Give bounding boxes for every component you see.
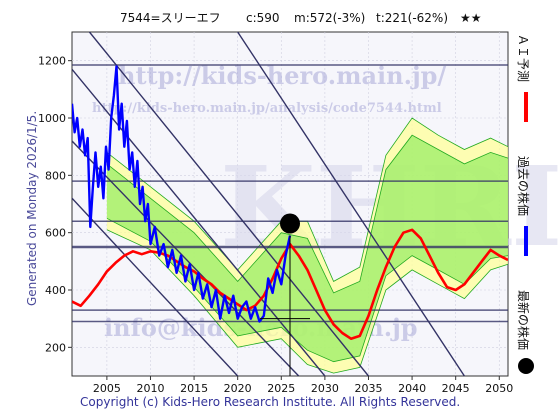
trend-line-3 [72, 197, 239, 376]
rating-stars: ★★ [460, 11, 482, 25]
band-edge-line-3 [106, 229, 509, 374]
watermark-url: http://kids-hero.main.jp/ [118, 61, 446, 90]
x-axis-ticks: 2005 2010 2015 2020 2025 2030 2035 2040 2045 2050 [93, 376, 513, 395]
y-tick-label-600: 600 [45, 227, 66, 240]
legend-swatch-latest [518, 358, 534, 374]
band-inner [106, 135, 509, 362]
x-tick-label-2020: 2020 [224, 382, 252, 395]
band-edge-line-0 [106, 117, 509, 282]
generated-date-label: Generated on Monday 2026/1/5. [25, 111, 39, 306]
y-tick-label-1200: 1200 [38, 55, 66, 68]
legend-item-predicted: ＡＩ予測 [516, 34, 530, 122]
trend-line-2 [72, 140, 300, 376]
chart-header: 7544=スリーエフ c:590 m:572(-3%) t:221(-62%) … [120, 11, 482, 25]
x-tick-label-2040: 2040 [398, 382, 426, 395]
m-value: m:572(-3%) [294, 11, 365, 25]
x-tick-label-2005: 2005 [93, 382, 121, 395]
x-tick-label-2035: 2035 [354, 382, 382, 395]
watermark-url-small: http://kids-hero.main.jp/analysis/code75… [92, 101, 442, 116]
legend-item-latest: 最新の株価 [516, 290, 534, 374]
legend-label-past: 過去の株価 [516, 156, 531, 216]
x-tick-label-2045: 2045 [442, 382, 470, 395]
x-tick-label-2050: 2050 [485, 382, 513, 395]
legend-item-past: 過去の株価 [516, 156, 531, 256]
latest-point [280, 213, 300, 234]
stock-code-name: 7544=スリーエフ [120, 11, 221, 25]
current-price: c:590 [246, 11, 280, 25]
latest-marker [260, 213, 310, 376]
trend-line-4 [237, 32, 465, 376]
x-tick-label-2025: 2025 [267, 382, 295, 395]
y-tick-label-200: 200 [45, 341, 66, 354]
t-value: t:221(-62%) [376, 11, 448, 25]
series-line-past [72, 65, 292, 323]
band-edge-line-1 [106, 134, 509, 294]
legend-label-predicted: ＡＩ予測 [516, 34, 530, 82]
x-tick-label-2030: 2030 [311, 382, 339, 395]
x-tick-label-2015: 2015 [180, 382, 208, 395]
y-tick-label-400: 400 [45, 284, 66, 297]
y-tick-label-1000: 1000 [38, 112, 66, 125]
trend-line-0 [88, 32, 370, 376]
legend-label-latest: 最新の株価 [516, 290, 531, 350]
x-tick-label-2010: 2010 [136, 382, 164, 395]
trend-lines [72, 32, 465, 376]
legend: ＡＩ予測 過去の株価 最新の株価 [516, 34, 534, 374]
copyright-footer: Copyright (c) Kids-Hero Research Institu… [80, 395, 460, 409]
y-tick-label-800: 800 [45, 169, 66, 182]
trend-line-1 [72, 68, 326, 376]
y-axis-ticks: 200 400 600 800 1000 1200 [38, 55, 72, 354]
